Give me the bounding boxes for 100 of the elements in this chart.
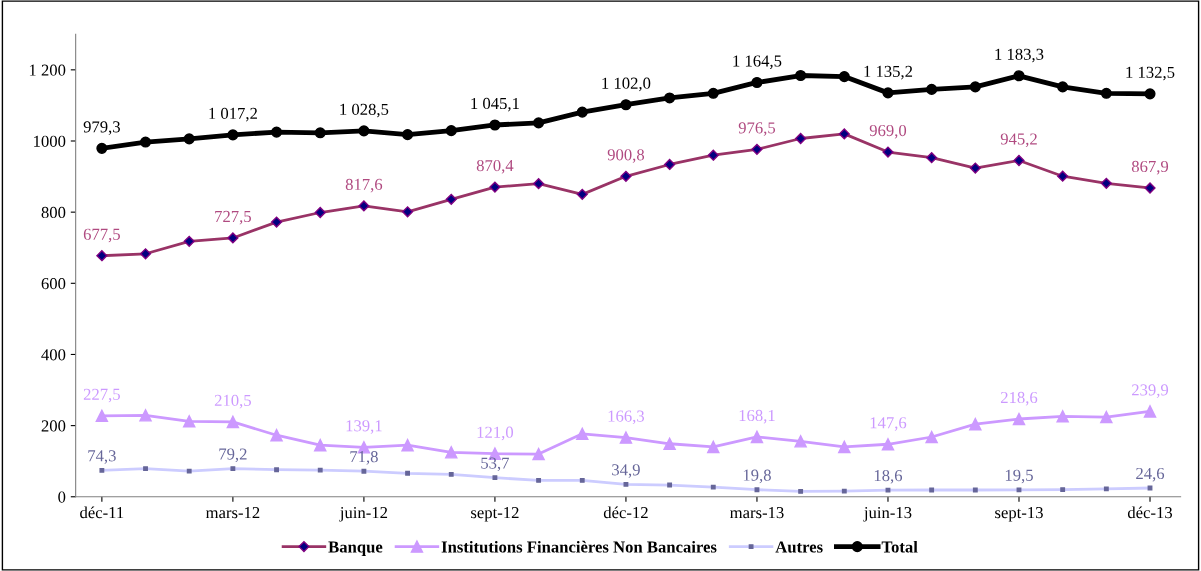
- point: [227, 129, 239, 141]
- data-label: 976,5: [738, 122, 776, 136]
- point: [271, 126, 283, 138]
- x-tick-label: sept-13: [995, 507, 1043, 522]
- point: [401, 438, 414, 452]
- point: [1100, 410, 1113, 424]
- point: [1056, 410, 1069, 423]
- point: [620, 99, 632, 111]
- point: [663, 437, 676, 451]
- x-tick-label: juin-12: [339, 507, 388, 522]
- point: [795, 69, 807, 82]
- point: [182, 415, 196, 428]
- data-label: 19,8: [743, 469, 771, 484]
- data-label: 79,2: [219, 448, 247, 463]
- point: [1144, 88, 1156, 100]
- data-label: 147,6: [870, 417, 907, 431]
- point: [838, 440, 851, 454]
- y-tick-label: 1 200: [29, 64, 66, 76]
- point: [750, 430, 764, 444]
- data-label: 74,3: [88, 450, 116, 464]
- legend-label: Banque: [328, 541, 383, 556]
- data-label: 1 102,0: [602, 77, 651, 92]
- data-label: 867,9: [1131, 160, 1169, 175]
- data-label: 817,6: [345, 178, 383, 193]
- point: [881, 438, 895, 451]
- y-tick-label: 200: [41, 420, 66, 432]
- legend-label: Autres: [775, 541, 823, 553]
- point: [1143, 405, 1157, 418]
- y-tick-label: 0: [58, 491, 66, 503]
- x-tick-label: déc-11: [80, 506, 124, 519]
- point: [576, 106, 588, 118]
- data-label: 870,4: [476, 159, 514, 174]
- data-label: 1 164,5: [733, 55, 782, 69]
- point: [1012, 412, 1026, 426]
- data-label: 19,5: [1005, 469, 1033, 484]
- point: [532, 447, 545, 461]
- data-label: 969,0: [869, 124, 907, 139]
- x-tick-label: déc-13: [1127, 506, 1173, 519]
- data-label: 1 132,5: [1126, 66, 1175, 81]
- x-tick-label: mars-13: [730, 507, 784, 519]
- data-label: 210,5: [214, 394, 251, 409]
- point: [794, 435, 807, 448]
- point: [838, 71, 850, 83]
- data-label: 18,6: [874, 469, 903, 484]
- data-label: 34,9: [612, 464, 640, 478]
- legend-label: Institutions Financières Non Bancaires: [441, 540, 717, 553]
- point: [533, 117, 545, 129]
- point: [402, 129, 414, 141]
- point: [96, 142, 108, 154]
- point: [707, 440, 720, 454]
- point: [751, 76, 763, 89]
- legend-label: Total: [881, 540, 918, 553]
- data-label: 24,6: [1136, 467, 1165, 482]
- point: [314, 127, 326, 139]
- point: [1013, 70, 1025, 82]
- y-tick-label: 800: [41, 206, 66, 219]
- data-label: 53,7: [481, 457, 510, 472]
- point: [358, 125, 370, 137]
- data-label: 121,0: [477, 426, 514, 441]
- data-label: 218,6: [1000, 391, 1038, 406]
- data-label: 1 045,1: [471, 97, 519, 112]
- point: [313, 438, 327, 452]
- data-label: 239,9: [1131, 384, 1169, 398]
- point: [489, 119, 501, 131]
- y-tick-label: 1000: [34, 135, 66, 147]
- x-tick-label: sept-12: [471, 507, 519, 522]
- point: [969, 417, 982, 431]
- y-tick-label: 600: [41, 278, 66, 290]
- data-label: 1 028,5: [340, 103, 389, 118]
- point: [226, 415, 240, 429]
- y-tick-label: 400: [41, 349, 66, 361]
- data-label: 166,3: [608, 410, 645, 425]
- data-label: 1 135,2: [864, 65, 913, 80]
- data-label: 1 183,3: [995, 48, 1044, 63]
- point: [926, 83, 938, 95]
- point: [139, 136, 152, 148]
- data-label: 677,5: [83, 228, 120, 243]
- data-label: 227,5: [83, 388, 120, 403]
- point: [882, 87, 894, 99]
- data-label: 979,3: [83, 121, 120, 135]
- data-label: 168,1: [739, 409, 775, 424]
- point: [925, 430, 938, 444]
- data-label: 139,1: [346, 420, 382, 434]
- point: [270, 428, 283, 442]
- data-label: 71,8: [350, 451, 378, 465]
- point: [1057, 81, 1069, 93]
- point: [139, 409, 152, 422]
- x-tick-label: déc-12: [603, 506, 648, 519]
- point: [445, 125, 457, 137]
- point: [707, 87, 719, 99]
- point: [1100, 87, 1112, 99]
- data-label: 1 017,2: [209, 107, 257, 122]
- point: [619, 431, 633, 444]
- data-label: 900,8: [607, 149, 645, 163]
- x-tick-label: mars-12: [205, 507, 260, 519]
- point: [444, 446, 458, 459]
- data-label: 945,2: [1000, 133, 1037, 147]
- point: [95, 409, 109, 423]
- point: [664, 92, 676, 104]
- x-tick-label: juin-13: [863, 507, 912, 522]
